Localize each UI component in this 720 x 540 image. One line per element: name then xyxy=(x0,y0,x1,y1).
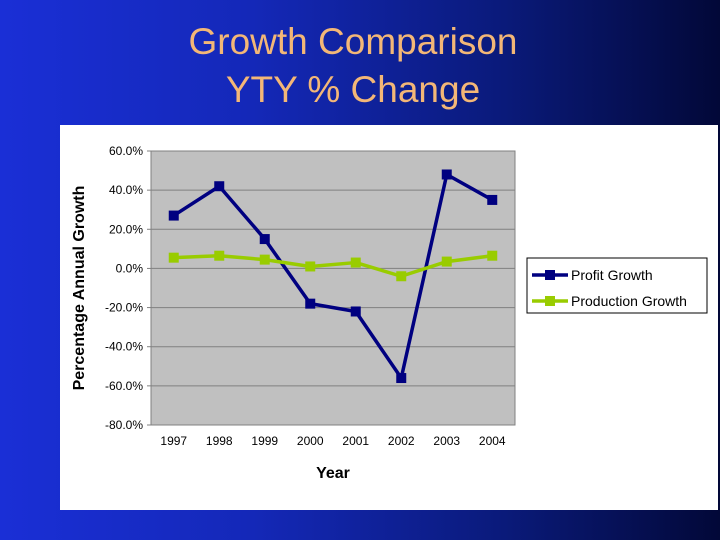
series-1-point xyxy=(168,252,179,263)
x-tick-label: 1998 xyxy=(206,434,233,448)
y-tick-label: 20.0% xyxy=(109,222,143,236)
x-tick-label: 2002 xyxy=(388,434,415,448)
x-tick-label: 2004 xyxy=(479,434,506,448)
series-1-point xyxy=(259,254,270,265)
slide-title-line-1: Growth Comparison xyxy=(188,21,518,62)
legend-label-0: Profit Growth xyxy=(571,267,653,283)
series-1-point xyxy=(441,256,452,267)
series-0-point xyxy=(259,234,270,245)
y-axis-tick-labels: 60.0% 40.0% 20.0% 0.0% -20.0% -40.0% -60.0% -80… xyxy=(105,144,143,432)
series-0-point xyxy=(214,181,225,192)
line-chart: 60.0% 40.0% 20.0% 0.0% -20.0% -40.0% -60.0% -80… xyxy=(71,144,708,482)
legend-marker-1 xyxy=(545,296,555,306)
y-tick-label: 60.0% xyxy=(109,144,143,158)
y-tick-label: -80.0% xyxy=(105,418,143,432)
series-0-point xyxy=(350,306,361,317)
chart-panel: 60.0% 40.0% 20.0% 0.0% -20.0% -40.0% -60.0% -80… xyxy=(60,125,718,510)
series-1-point xyxy=(350,257,361,268)
x-axis-title: Year xyxy=(316,465,350,482)
series-lines xyxy=(172,172,494,380)
series-0-point xyxy=(396,373,407,384)
x-tick-label: 2003 xyxy=(433,434,460,448)
y-tick-label: -40.0% xyxy=(105,340,143,354)
legend-marker-0 xyxy=(545,270,555,280)
series-line-1 xyxy=(173,253,493,279)
series-1-point xyxy=(305,261,316,272)
series-1-point xyxy=(214,250,225,261)
slide-title-line-2: YTY % Change xyxy=(225,69,481,110)
x-tick-label: 2000 xyxy=(297,434,324,448)
series-markers xyxy=(168,169,498,384)
series-1-point xyxy=(487,250,498,261)
series-0-point xyxy=(487,194,498,205)
legend-label-1: Production Growth xyxy=(571,293,687,309)
slide-title: Growth Comparison YTY % Change xyxy=(0,18,706,114)
y-tick-label: 40.0% xyxy=(109,183,143,197)
plot-area-background xyxy=(150,150,516,426)
y-tick-label: -60.0% xyxy=(105,379,143,393)
x-tick-label: 1997 xyxy=(160,434,187,448)
series-0-point xyxy=(305,298,316,309)
y-axis-title: Percentage Annual Growth xyxy=(71,186,88,391)
legend: Profit Growth Production Growth xyxy=(526,257,708,314)
x-axis-tick-labels: 1997 1998 1999 2000 2001 2002 2003 2004 xyxy=(160,434,506,448)
x-tick-label: 1999 xyxy=(251,434,278,448)
series-line-0 xyxy=(172,172,494,380)
x-tick-label: 2001 xyxy=(342,434,369,448)
series-0-point xyxy=(168,210,179,221)
y-tick-label: -20.0% xyxy=(105,301,143,315)
series-0-point xyxy=(441,169,452,180)
y-tick-label: 0.0% xyxy=(116,261,144,275)
legend-box xyxy=(526,257,708,314)
series-1-point xyxy=(396,271,407,282)
